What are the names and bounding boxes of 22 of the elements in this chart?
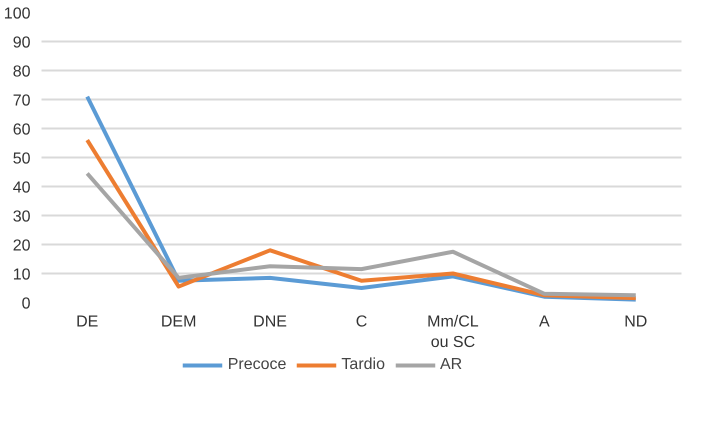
y-tick-label: 30 [12, 208, 31, 226]
y-tick-label: 10 [12, 266, 31, 284]
y-tick-label: 0 [22, 296, 31, 312]
legend-label: Precoce [228, 356, 286, 374]
y-tick-label: 70 [12, 92, 31, 110]
line-series [85, 171, 638, 298]
y-tick-label: 60 [12, 122, 31, 138]
y-tick-label: 80 [12, 64, 31, 80]
x-tick-label: DNE [253, 314, 287, 330]
legend-label: AR [440, 356, 462, 374]
x-tick-label: ND [624, 314, 648, 330]
y-tick-label: 90 [12, 34, 31, 52]
y-tick-label: 40 [12, 180, 31, 196]
y-tick-label: 50 [12, 150, 31, 168]
legend-label: Tardio [341, 356, 386, 374]
x-tick-label: DEM [160, 314, 196, 330]
x-tick-label: A [539, 314, 550, 330]
y-tick-label: 20 [12, 238, 31, 254]
y-tick-label: 100 [4, 6, 31, 22]
x-tick-label: Mm/CL ou SC [427, 314, 479, 351]
x-tick-label: C [356, 314, 368, 330]
x-tick-label: DE [76, 314, 98, 330]
